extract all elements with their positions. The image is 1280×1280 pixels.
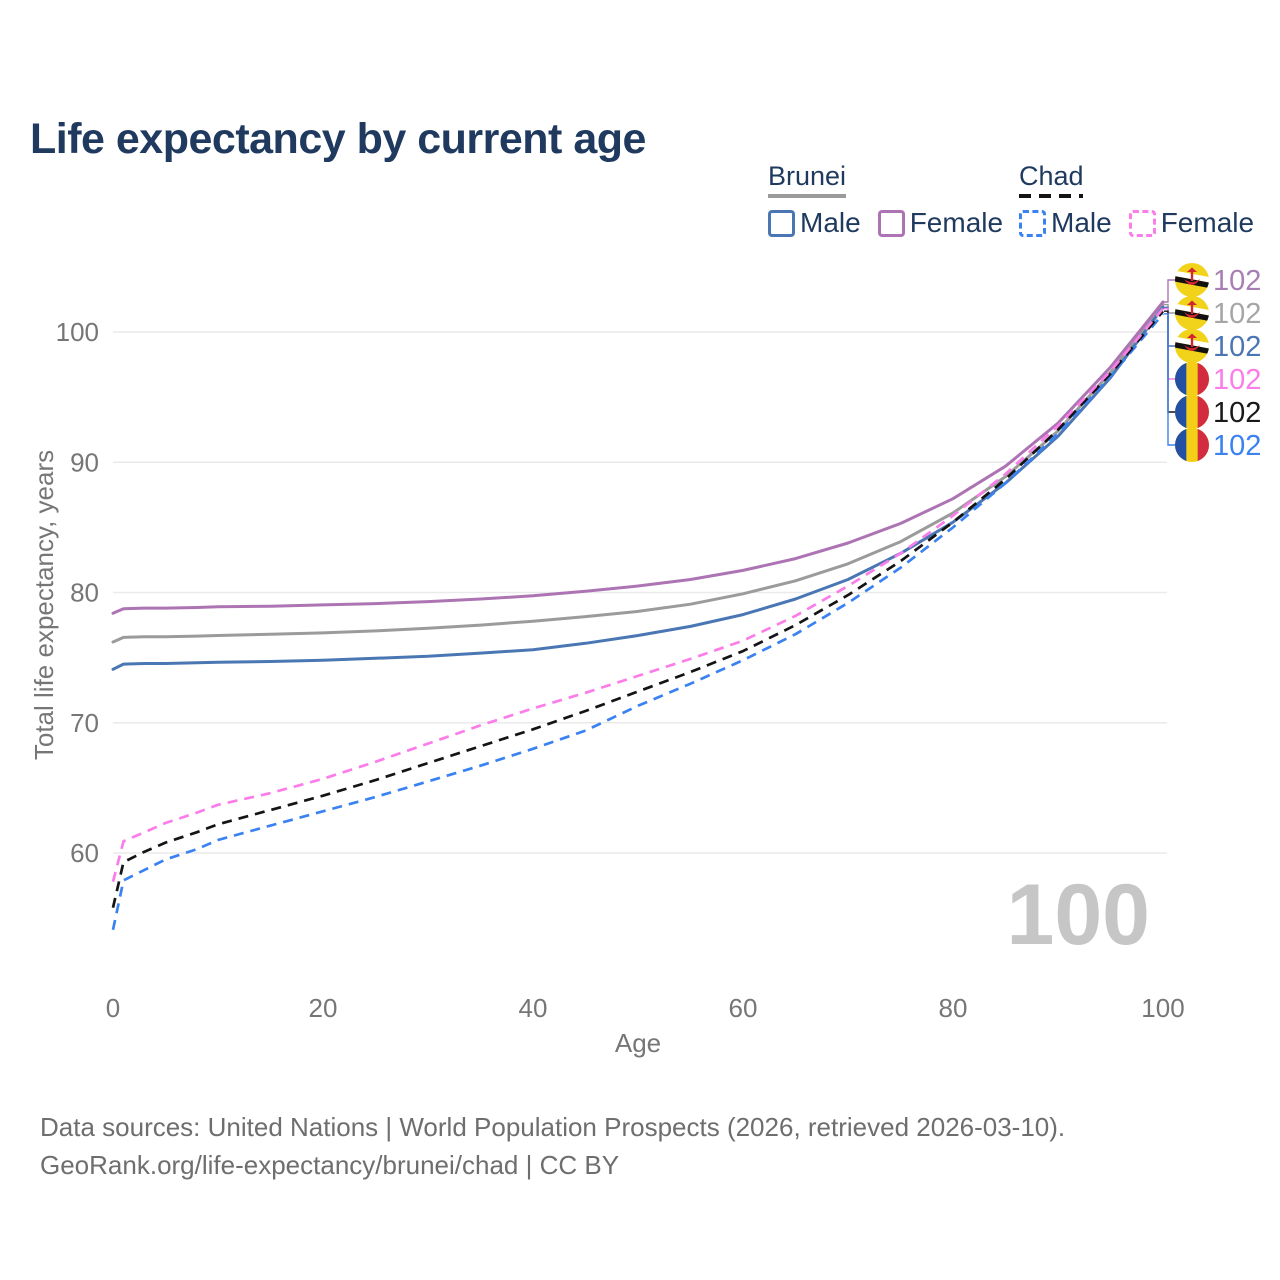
data-source-note: Data sources: United Nations | World Pop… <box>40 1108 1065 1184</box>
y-tick-label-80: 80 <box>70 578 99 608</box>
series-line-brunei-male <box>111 305 1165 671</box>
end-label-chad-male: 102 <box>1213 430 1261 462</box>
legend-chad-male-label[interactable]: Male <box>1051 207 1112 238</box>
data-source-line1: Data sources: United Nations | World Pop… <box>40 1112 1066 1142</box>
legend-brunei-female-label[interactable]: Female <box>909 207 1004 238</box>
end-label-brunei-total: 102 <box>1213 298 1261 330</box>
legend-brunei-line-swatch <box>768 194 846 198</box>
data-source-line2: GeoRank.org/life-expectancy/brunei/chad … <box>40 1150 620 1180</box>
series-line-brunei-female <box>111 300 1165 615</box>
x-tick-label-60: 60 <box>729 993 758 1023</box>
brunei-flag-icon <box>1175 296 1209 330</box>
y-tick-label-70: 70 <box>70 708 99 738</box>
legend-brunei-label[interactable]: Brunei <box>768 161 847 191</box>
end-label-leader-chad-male <box>1164 313 1175 446</box>
end-label-chad-female: 102 <box>1213 364 1261 396</box>
legend-brunei-female-checkbox[interactable] <box>877 209 905 237</box>
y-tick-label-100: 100 <box>56 317 99 347</box>
legend-chad-line-swatch <box>1019 194 1083 198</box>
end-label-leader-chad-female <box>1164 307 1175 380</box>
page-title: Life expectancy by current age <box>30 114 646 163</box>
end-label-brunei-male: 102 <box>1213 331 1261 363</box>
x-tick-label-80: 80 <box>939 993 968 1023</box>
chad-flag-icon <box>1175 395 1209 429</box>
end-label-leader-brunei-female <box>1164 279 1175 303</box>
chad-flag-icon <box>1175 428 1209 462</box>
legend-group-chad: Chad Male Female <box>1019 161 1254 238</box>
age-counter-watermark: 100 <box>1006 867 1151 963</box>
end-label-leader-chad-total <box>1164 310 1175 413</box>
legend-chad-female-checkbox[interactable] <box>1128 209 1156 237</box>
legend-brunei-male-label[interactable]: Male <box>800 207 861 238</box>
brunei-flag-icon <box>1175 329 1209 363</box>
y-tick-label-60: 60 <box>70 838 99 868</box>
legend-chad-label[interactable]: Chad <box>1019 161 1084 191</box>
series-line-chad-female <box>111 307 1165 883</box>
end-label-brunei-female: 102 <box>1213 265 1261 297</box>
brunei-flag-icon <box>1175 263 1209 297</box>
series-line-chad-male <box>111 312 1165 931</box>
series-line-chad-total <box>111 310 1165 909</box>
x-tick-label-40: 40 <box>519 993 548 1023</box>
x-tick-label-20: 20 <box>309 993 338 1023</box>
x-tick-label-100: 100 <box>1141 993 1184 1023</box>
legend-group-brunei: Brunei Male Female <box>768 161 1003 238</box>
legend-chad-male-checkbox[interactable] <box>1019 209 1046 237</box>
legend-chad-female-label[interactable]: Female <box>1160 207 1255 238</box>
x-axis-title: Age <box>614 1028 662 1058</box>
y-axis-title: Total life expectancy, years <box>29 449 59 761</box>
y-tick-label-90: 90 <box>70 447 99 477</box>
x-tick-label-0: 0 <box>106 993 120 1023</box>
end-label-chad-total: 102 <box>1213 397 1261 429</box>
chad-flag-icon <box>1175 362 1209 396</box>
legend-brunei-male-checkbox[interactable] <box>768 209 795 237</box>
series-line-brunei-total <box>111 303 1165 644</box>
